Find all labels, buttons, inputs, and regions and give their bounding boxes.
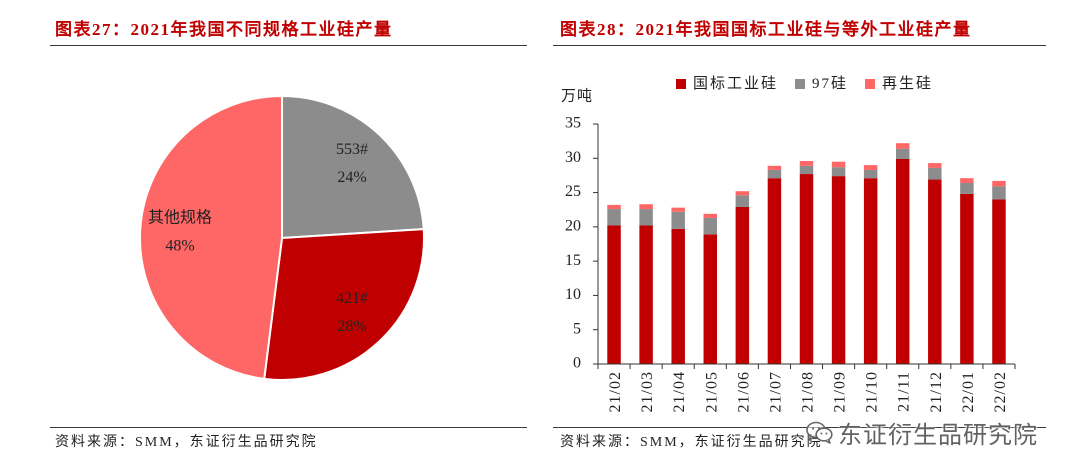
- y-tick-label: 0: [573, 355, 581, 372]
- y-axis-unit-label: 万吨: [561, 87, 593, 104]
- x-category-label: 21/06: [735, 371, 752, 412]
- bar-segment-series-3: [767, 165, 782, 170]
- legend-item-recycled-silicon: 再生硅: [865, 74, 933, 94]
- bar-segment-series-2: [799, 165, 814, 175]
- pie-slice-percent: 28%: [337, 318, 366, 335]
- figure-27-top-rule: [50, 45, 527, 46]
- bar-segment-series-3: [607, 204, 621, 210]
- bar-segment-series-2: [767, 169, 782, 179]
- y-tick-label: 15: [565, 252, 581, 269]
- figure-28-bottom-rule: [553, 427, 1046, 428]
- bar-segment-series-1: [799, 174, 814, 364]
- bar-segment-series-2: [671, 211, 685, 229]
- bar-segment-series-1: [960, 193, 974, 364]
- y-tick-label: 30: [565, 149, 581, 166]
- bar-segment-series-2: [607, 209, 621, 226]
- bar-segment-series-3: [671, 207, 685, 212]
- bar-segment-series-2: [703, 217, 717, 235]
- y-tick-label: 25: [565, 183, 581, 200]
- x-category-label: 21/03: [639, 371, 656, 412]
- bar-segment-series-2: [735, 195, 750, 207]
- legend-swatch: [795, 79, 806, 89]
- bar-segment-series-1: [607, 225, 621, 364]
- bar-segment-series-3: [992, 180, 1006, 187]
- watermark-text: 东证衍生品研究院: [838, 421, 1038, 449]
- stacked-bar-chart-output: 万吨 0 5 10 15 20 25 30 35 21/02 21/03 21/04 21/05 21/…: [561, 87, 1016, 412]
- figure-28-top-rule: [553, 45, 1046, 46]
- pie-slice-label: 553#: [336, 141, 368, 158]
- figure-27-title: 图表27：2021年我国不同规格工业硅产量: [55, 20, 393, 39]
- legend-label: 国标工业硅: [693, 76, 779, 92]
- pie-slice: [281, 94, 425, 240]
- bar-segment-series-2: [639, 209, 653, 226]
- bar-segment-series-2: [863, 169, 878, 179]
- pie-slice: [263, 228, 425, 381]
- x-category-label: 21/09: [832, 371, 849, 412]
- bar-segment-series-3: [831, 161, 846, 168]
- y-tick-label: 35: [565, 115, 581, 132]
- bar-segment-series-2: [992, 186, 1006, 200]
- bar-segment-series-1: [767, 178, 782, 364]
- pie-slice-percent: 24%: [337, 169, 366, 186]
- pie-slice-label: 421#: [336, 290, 368, 307]
- bar-segment-series-2: [960, 182, 974, 194]
- bar-segment-series-1: [928, 179, 942, 364]
- bar-segment-series-3: [703, 213, 717, 218]
- legend-label: 再生硅: [882, 76, 934, 92]
- bar-segment-series-1: [831, 176, 846, 364]
- x-category-label: 21/02: [607, 371, 624, 412]
- legend-swatch: [865, 79, 876, 89]
- pie-slice-label: 其他规格: [148, 208, 212, 226]
- figure-28-source: 资料来源：SMM，东证衍生品研究院: [560, 435, 823, 450]
- bar-segment-series-3: [895, 143, 910, 149]
- x-category-label: 22/01: [960, 371, 977, 412]
- legend-label: 97硅: [812, 76, 849, 92]
- x-category-label: 21/12: [928, 371, 945, 412]
- pie-slice: [139, 94, 283, 380]
- bar-segment-series-3: [735, 191, 750, 196]
- figure-27-source: 资料来源：SMM，东证衍生品研究院: [55, 435, 318, 450]
- x-category-label: 21/11: [896, 371, 913, 412]
- bar-segment-series-3: [639, 204, 653, 210]
- bar-segment-series-2: [895, 148, 910, 159]
- x-category-label: 22/02: [992, 371, 1009, 412]
- bar-segment-series-1: [639, 225, 653, 364]
- bar-segment-series-3: [928, 163, 942, 168]
- x-category-label: 21/04: [671, 371, 688, 412]
- y-tick-label: 5: [573, 320, 581, 337]
- bar-segment-series-1: [703, 234, 717, 364]
- bar-segment-series-3: [960, 178, 974, 183]
- bar-segment-series-3: [799, 161, 814, 166]
- bar-segment-series-1: [735, 206, 750, 364]
- x-category-label: 21/08: [800, 371, 817, 412]
- pie-chart-spec-share: 553# 24% 421# 28% 其他规格 48%: [139, 94, 425, 381]
- bar-segment-series-1: [671, 228, 685, 364]
- chart-legend: 国标工业硅 97硅 再生硅: [676, 74, 933, 94]
- bar-segment-series-1: [992, 199, 1006, 364]
- bar-segment-series-2: [928, 167, 942, 180]
- legend-item-97-silicon: 97硅: [795, 74, 848, 94]
- x-category-label: 21/05: [703, 371, 720, 412]
- bar-segment-series-1: [895, 158, 910, 364]
- figure-27-bottom-rule: [50, 427, 527, 428]
- legend-swatch: [676, 79, 686, 89]
- y-tick-label: 10: [565, 286, 581, 303]
- bar-segment-series-3: [863, 165, 878, 170]
- bar-segment-series-2: [831, 167, 846, 177]
- x-category-label: 21/07: [767, 371, 784, 412]
- bar-segment-series-1: [863, 178, 878, 364]
- legend-item-national-standard: 国标工业硅: [676, 74, 778, 94]
- pie-slice-percent: 48%: [165, 237, 194, 254]
- figure-28-title: 图表28：2021年我国国标工业硅与等外工业硅产量: [560, 20, 972, 39]
- x-category-label: 21/10: [864, 371, 881, 412]
- y-tick-label: 20: [565, 218, 581, 235]
- watermark: 东证衍生品研究院: [806, 415, 1038, 450]
- wechat-icon: [806, 421, 833, 444]
